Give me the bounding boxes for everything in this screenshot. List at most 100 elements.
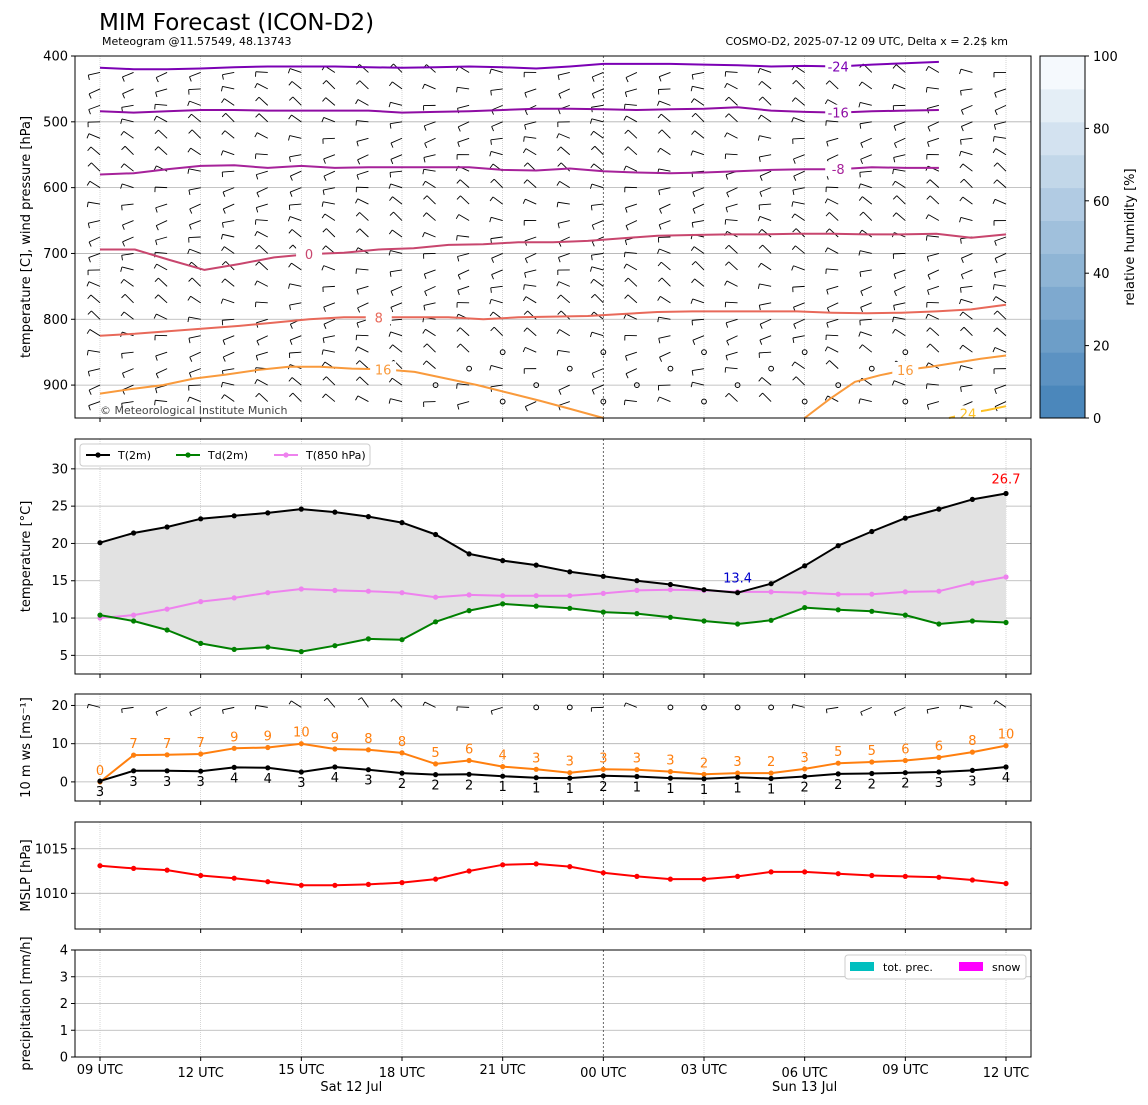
wind-barb (154, 146, 168, 156)
wind-speed-line (99, 766, 1007, 783)
legend-marker (95, 452, 101, 458)
wind-barb (926, 327, 940, 337)
wind-barb (892, 104, 906, 111)
wind-barb (658, 236, 671, 243)
series-t2m-point (634, 578, 640, 584)
wind-speed-value-label: 2 (599, 780, 607, 795)
wind-barb (221, 113, 235, 123)
wind-barb (994, 88, 1007, 98)
wind-barb (491, 253, 503, 263)
wind-barb (927, 137, 940, 147)
mslp-point (768, 869, 774, 875)
series-td2m-point (533, 603, 539, 609)
wind-barb (323, 154, 336, 164)
wind-barb (288, 96, 302, 106)
mslp-point (600, 870, 606, 876)
wind-barb (759, 187, 772, 197)
series-t2m-point (231, 513, 237, 519)
wind-speed-point (298, 769, 304, 775)
wind-speed-value-label: 1 (733, 781, 741, 796)
wind-barb (322, 245, 336, 254)
wind-barb (658, 129, 671, 139)
gust-value-label: 5 (431, 746, 439, 761)
wind-barb (724, 153, 738, 159)
wind-barb (88, 253, 101, 263)
wind-barb (959, 298, 973, 305)
series-td2m-point (399, 637, 405, 643)
gust-value-label: 3 (532, 751, 540, 766)
wind-barb (122, 88, 134, 99)
y-tick-label: 2 (60, 997, 68, 1012)
gust-value-label: 6 (935, 739, 943, 754)
gust-point (198, 751, 204, 757)
series-t2m-point (365, 514, 371, 520)
wind-barb (692, 203, 705, 214)
wind-barb (222, 706, 235, 714)
wind-barb (423, 154, 436, 163)
calm-wind-marker (533, 704, 540, 711)
wind-speed-point (802, 773, 808, 780)
wind-barb (289, 302, 302, 311)
wind-barb (389, 170, 403, 178)
wind-barb (523, 284, 537, 290)
wind-barb (490, 137, 503, 145)
isotherm-label-bg (825, 104, 852, 120)
gust-point (902, 757, 908, 764)
y-tick-label: 600 (43, 181, 68, 196)
wind-barb (388, 398, 403, 404)
wind-barb (189, 706, 201, 717)
wind-barb (893, 269, 906, 279)
wind-barb (154, 334, 168, 341)
wind-barb (825, 360, 839, 369)
wind-barb (255, 261, 269, 271)
gust-value-label: 10 (293, 726, 310, 741)
wind-barb (791, 265, 805, 271)
wind-barb (724, 82, 738, 90)
wind-barb (591, 384, 604, 395)
wind-barb (725, 203, 738, 213)
gust-point (567, 770, 573, 776)
wind-barb (288, 700, 302, 708)
legend-label: tot. prec. (883, 961, 933, 974)
wind-barb (625, 203, 638, 213)
wind-barb (791, 245, 805, 254)
legend-label: T(2m) (117, 449, 151, 462)
wind-barb (893, 121, 906, 131)
panel-frame (74, 821, 1032, 930)
wind-barb (255, 219, 268, 225)
wind-barb (491, 269, 503, 280)
wind-barb (289, 170, 302, 181)
wind-barb (927, 285, 940, 296)
copyright-note: © Meteorological Institute Munich (100, 404, 287, 417)
wind-barb (389, 318, 403, 326)
wind-speed-point (936, 769, 942, 775)
isotherm-label-bg (954, 405, 981, 421)
series-t850-point (869, 591, 875, 597)
wind-barb (959, 150, 973, 157)
wind-barb (422, 83, 436, 90)
wind-barb (558, 253, 570, 263)
wind-barb (758, 229, 772, 238)
wind-barb (523, 368, 537, 374)
series-t2m-point (533, 562, 539, 568)
wind-barb (992, 347, 1007, 353)
wind-barb (88, 236, 101, 247)
wind-barb (523, 220, 537, 226)
wind-barb (859, 170, 872, 178)
y-tick-label: 20 (51, 699, 68, 714)
wind-barb (894, 137, 906, 148)
calm-wind-marker (734, 704, 741, 711)
wind-barb (625, 220, 638, 231)
wind-barb (120, 183, 134, 189)
y-tick-label: 0 (60, 1051, 68, 1066)
wind-barb (824, 395, 839, 402)
calm-wind-marker (801, 398, 808, 405)
wind-barb (154, 186, 168, 193)
wind-barb (254, 280, 268, 287)
isotherm-label: 16 (375, 363, 392, 378)
wind-barb (926, 343, 940, 353)
wind-barb (556, 281, 570, 287)
wind-barb (859, 269, 872, 277)
wind-barb (86, 180, 101, 189)
series-t850-point (332, 587, 338, 594)
